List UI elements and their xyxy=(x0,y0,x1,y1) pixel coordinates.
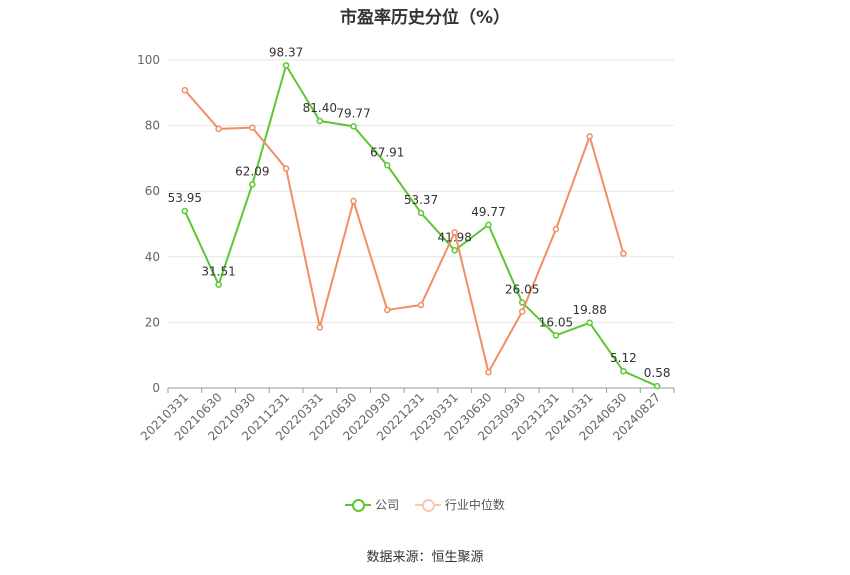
chart-legend: 公司 行业中位数 xyxy=(0,496,850,515)
data-label: 98.37 xyxy=(269,45,303,59)
series-point-0 xyxy=(181,207,189,215)
series-line-1 xyxy=(184,89,625,374)
series-point-0 xyxy=(485,221,492,229)
series-point-0 xyxy=(215,281,222,288)
data-label: 49.77 xyxy=(471,205,505,219)
series-point-1 xyxy=(282,165,290,172)
series-point-1 xyxy=(518,308,526,315)
series-point-1 xyxy=(620,250,627,257)
data-label: 26.05 xyxy=(505,283,539,297)
series-point-0 xyxy=(384,162,391,169)
series-point-1 xyxy=(215,125,222,133)
legend-swatch-industry-median xyxy=(414,498,441,512)
data-label: 62.09 xyxy=(235,164,269,178)
data-label: 41.98 xyxy=(438,230,472,244)
series-point-0 xyxy=(316,117,324,125)
series-point-0 xyxy=(451,247,458,254)
data-label: 53.37 xyxy=(404,193,438,207)
data-label: 81.40 xyxy=(303,101,337,115)
series-point-0 xyxy=(417,209,425,217)
legend-label-industry-median: 行业中位数 xyxy=(444,498,505,512)
legend-label-company: 公司 xyxy=(375,498,400,512)
data-label: 5.12 xyxy=(610,351,637,365)
series-point-0 xyxy=(282,62,290,69)
series-point-1 xyxy=(485,369,492,376)
y-tick-label: 0 xyxy=(152,381,160,395)
legend-swatch-company xyxy=(345,498,372,512)
y-tick-label: 40 xyxy=(145,250,160,264)
data-label: 0.58 xyxy=(644,366,671,380)
series-point-0 xyxy=(350,123,357,130)
chart-title: 市盈率历史分位（%） xyxy=(339,8,511,28)
series-point-0 xyxy=(620,367,627,375)
series-point-0 xyxy=(586,319,593,327)
series-point-1 xyxy=(384,306,391,314)
series-point-1 xyxy=(417,301,425,309)
series-point-1 xyxy=(249,124,256,131)
legend-item-industry-median[interactable]: 行业中位数 xyxy=(414,496,505,513)
series-point-1 xyxy=(316,324,324,331)
y-tick-label: 100 xyxy=(137,53,160,67)
series-point-0 xyxy=(249,181,256,188)
data-source-note: 数据来源：恒生聚源 xyxy=(366,550,484,565)
y-tick-label: 80 xyxy=(145,119,160,133)
data-label: 19.88 xyxy=(572,303,606,317)
legend-item-company[interactable]: 公司 xyxy=(345,496,399,513)
series-point-0 xyxy=(518,299,526,306)
y-tick-label: 20 xyxy=(145,315,160,329)
series-point-1 xyxy=(586,133,593,140)
series-point-0 xyxy=(653,382,661,390)
series-point-1 xyxy=(350,197,357,205)
data-label: 79.77 xyxy=(336,106,370,120)
data-label: 31.51 xyxy=(201,265,235,279)
series-point-1 xyxy=(181,86,189,94)
data-label: 53.95 xyxy=(168,191,202,205)
data-label: 16.05 xyxy=(539,315,573,329)
series-point-1 xyxy=(552,225,560,233)
series-point-1 xyxy=(451,228,458,236)
data-label: 67.91 xyxy=(370,145,404,159)
series-line-0 xyxy=(183,64,658,388)
series-point-0 xyxy=(552,332,560,339)
y-tick-label: 60 xyxy=(145,184,160,198)
